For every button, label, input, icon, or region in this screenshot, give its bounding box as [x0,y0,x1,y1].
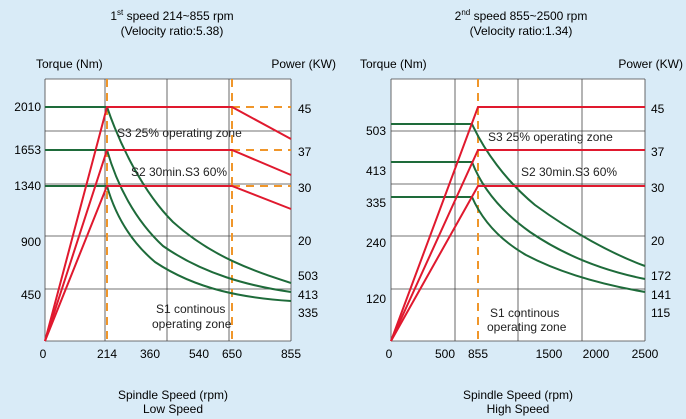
chart-low-ytick: 900 [21,235,41,249]
chart-low-ylabel-left: Torque (Nm) [36,57,103,71]
chart-high-ytick: 120 [366,292,386,306]
chart-low-xtick: 540 [189,347,209,361]
chart-high-zone-s2-label: S2 30min.S3 60% [521,165,617,179]
chart-low-title-line2: (Velocity ratio:5.38) [121,24,224,38]
chart-low-end-label: 413 [298,288,318,302]
chart-high-right-tick: 37 [651,145,665,159]
chart-low-power-curve-s2 [44,149,292,342]
chart-high-zone-s1-label-line1: S1 continous [490,306,559,320]
chart-low-end-label: 503 [298,269,318,283]
chart-high-ylabel-right: Power (KW) [618,57,683,71]
chart-low-ytick: 1653 [14,143,41,157]
chart-low-right-tick: 37 [298,145,312,159]
chart-high-zone-s3-label: S3 25% operating zone [488,130,613,144]
chart-high-right-tick: 30 [651,181,665,195]
chart-high-xlabel: Spindle Speed (rpm) [463,388,573,402]
chart-low-x-ticks: 0 214 360 540 650 855 [40,347,302,361]
chart-low-caption: Low Speed [143,402,203,416]
chart-low-ytick: 1340 [14,179,41,193]
chart-high-torque-curve-s1 [391,196,646,293]
chart-high-torque-curve-s3 [391,123,646,267]
chart-high-power-curve-s2 [390,149,645,342]
chart-high-xtick: 855 [468,347,488,361]
chart-high-ytick: 503 [366,124,386,138]
chart-low-torque-curves [45,106,292,302]
chart-high-title-line1: 2nd speed 855~2500 rpm [455,8,588,23]
chart-high-title-line2: (Velocity ratio:1.34) [470,24,573,38]
chart-high-end-label: 115 [651,306,670,320]
chart-low-dashed-markers [106,79,291,341]
chart-high-speed: 2nd speed 855~2500 rpm (Velocity ratio:1… [360,8,683,416]
chart-low-right-tick: 30 [298,181,312,195]
chart-low-xtick: 0 [40,347,47,361]
chart-low-zone-labels: S3 25% operating zone S2 30min.S3 60% S1… [117,126,242,331]
chart-low-torque-curve-s1 [45,185,292,302]
chart-low-end-label: 335 [298,306,318,320]
chart-high-zone-labels: S3 25% operating zone S2 30min.S3 60% S1… [487,130,617,334]
chart-high-xtick: 1500 [536,347,563,361]
chart-high-x-ticks: 0 500 855 1500 2000 2500 [386,347,659,361]
chart-high-power-curves [390,106,645,342]
chart-high-xtick: 2500 [632,347,659,361]
chart-high-y-left-ticks: 503 413 335 240 120 [366,124,386,306]
chart-low-torque-curve-s2 [45,149,292,293]
chart-low-zone-s2-label: S2 30min.S3 60% [131,165,227,179]
chart-high-end-label: 172 [651,269,671,283]
chart-high-ytick: 413 [366,164,386,178]
chart-low-y-left-ticks: 2010 1653 1340 900 450 [14,100,41,302]
chart-low-xtick: 650 [222,347,242,361]
chart-high-xtick: 0 [386,347,393,361]
chart-high-power-curve-s3 [390,106,645,342]
chart-low-ytick: 2010 [14,100,41,114]
chart-high-end-label: 141 [651,288,671,302]
chart-low-ylabel-right: Power (KW) [271,57,336,71]
chart-low-xtick: 214 [97,347,117,361]
chart-low-xlabel: Spindle Speed (rpm) [118,388,228,402]
chart-low-xtick: 360 [140,347,160,361]
chart-low-power-curve-s3 [44,106,292,342]
chart-low-ytick: 450 [21,288,41,302]
chart-low-right-tick: 45 [298,102,312,116]
chart-high-ylabel-left: Torque (Nm) [360,57,427,71]
chart-low-power-curves [44,106,292,342]
chart-high-right-tick: 45 [651,102,665,116]
chart-high-ytick: 240 [366,236,386,250]
chart-low-zone-s1-label-line1: S1 continous [156,302,225,316]
chart-low-right-tick: 20 [298,234,312,248]
chart-high-xtick: 2000 [583,347,610,361]
chart-low-torque-curve-s3 [45,106,292,284]
chart-high-ytick: 335 [366,196,386,210]
chart-high-y-right-ticks: 45 37 30 20 172 141 115 [651,102,671,320]
chart-high-torque-curve-s2 [391,161,646,280]
chart-low-zone-s1-label-line2: operating zone [152,317,232,331]
chart-high-zone-s1-label-line2: operating zone [487,320,567,334]
chart-high-caption: High Speed [487,402,550,416]
chart-high-right-tick: 20 [651,234,665,248]
chart-low-xtick: 855 [281,347,301,361]
chart-low-y-right-ticks: 45 37 30 20 503 413 335 [298,102,318,320]
chart-high-power-curve-s1 [390,185,645,342]
chart-high-grid [390,78,646,342]
chart-low-title-line1: 1st speed 214~855 rpm [110,8,233,23]
chart-low-power-curve-s1 [44,185,292,342]
chart-low-speed: 1st speed 214~855 rpm (Velocity ratio:5.… [14,8,336,416]
chart-low-zone-s3-label: S3 25% operating zone [117,126,242,140]
chart-high-torque-curves [391,123,646,293]
chart-high-xtick: 500 [435,347,455,361]
